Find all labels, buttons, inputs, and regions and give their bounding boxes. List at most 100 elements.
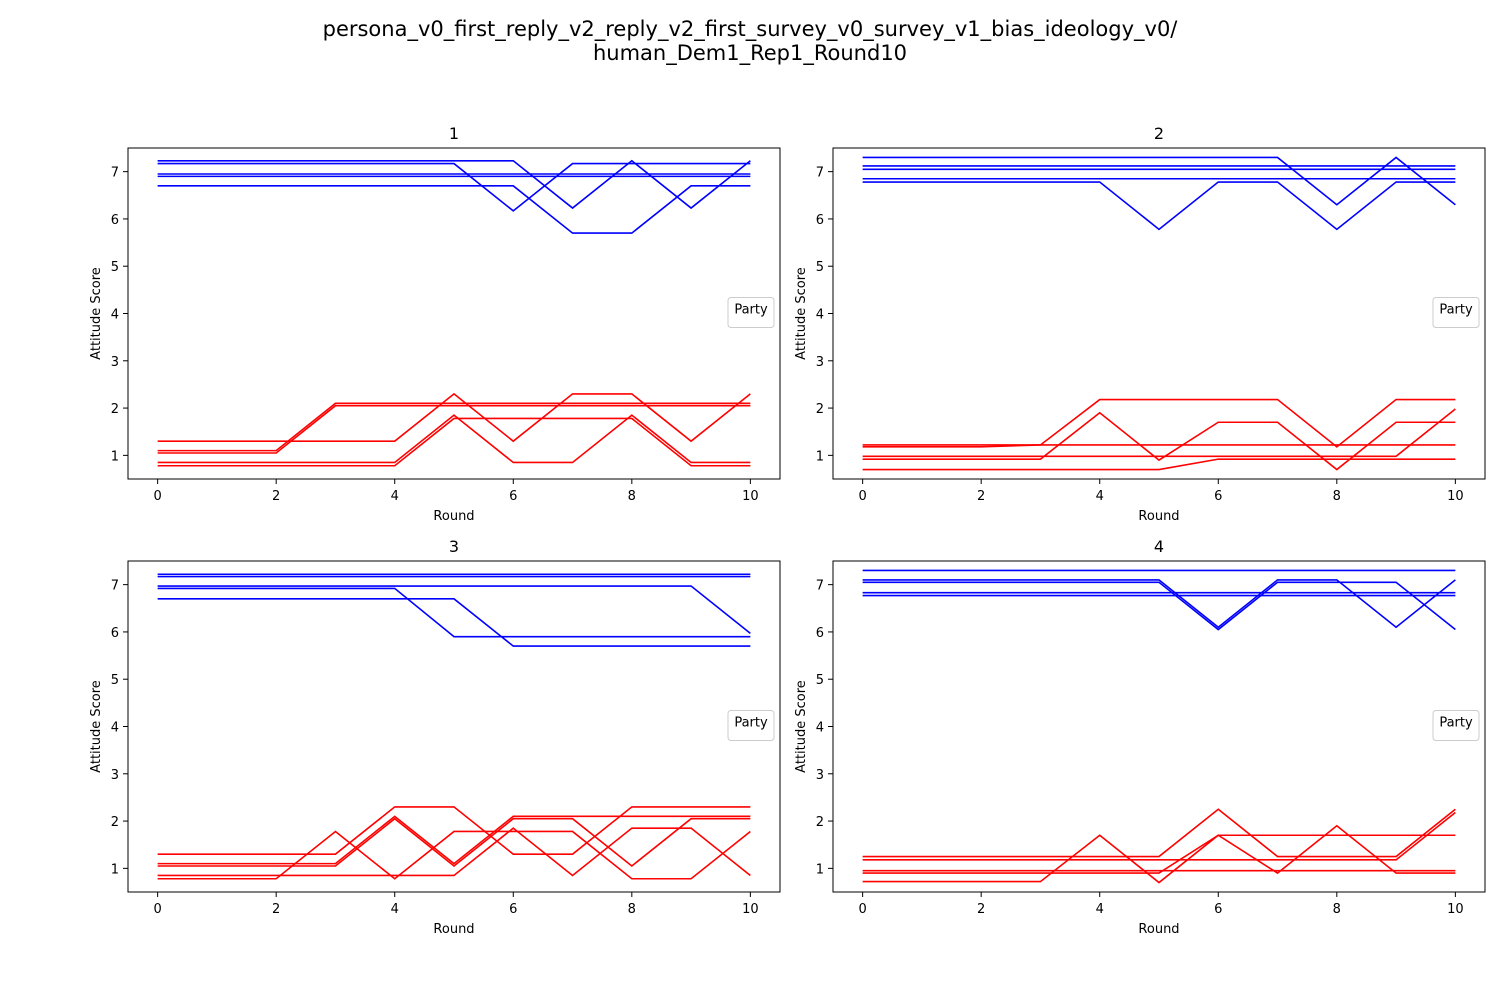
series-line-rep-10: [862, 824, 1456, 884]
x-axis-label: Round: [1138, 922, 1179, 937]
y-tick-label: 6: [111, 626, 119, 641]
x-tick-label: 6: [1214, 902, 1222, 917]
x-axis-label: Round: [433, 922, 474, 937]
subplot-title: 3: [449, 537, 459, 556]
legend: Party: [727, 710, 775, 741]
y-tick-label: 3: [111, 355, 119, 370]
y-tick-label: 3: [111, 768, 119, 783]
legend-title: Party: [734, 303, 768, 318]
x-tick-label: 6: [509, 489, 517, 504]
series-line-rep-6: [862, 398, 1456, 448]
x-tick-label: 2: [272, 489, 280, 504]
y-axis-label: Attitude Score: [89, 680, 104, 773]
legend-title: Party: [1439, 303, 1473, 318]
x-tick-label: 4: [1096, 489, 1104, 504]
y-tick-label: 1: [111, 862, 119, 877]
legend: Party: [1432, 710, 1480, 741]
y-tick-label: 3: [816, 355, 824, 370]
y-tick-label: 6: [111, 213, 119, 228]
x-tick-label: 0: [153, 489, 161, 504]
x-tick-label: 0: [858, 902, 866, 917]
y-tick-label: 3: [816, 768, 824, 783]
x-tick-label: 8: [1333, 902, 1341, 917]
legend-box: [727, 297, 775, 328]
series-line-rep-9: [157, 827, 751, 877]
series-line-dem-5: [157, 185, 751, 234]
y-tick-label: 2: [111, 402, 119, 417]
x-tick-label: 4: [1096, 902, 1104, 917]
subplot-title: 4: [1154, 537, 1164, 556]
plot-area: [833, 148, 1485, 479]
series-line-rep-10: [157, 830, 751, 880]
series-line-dem-3: [862, 581, 1456, 631]
series-line-rep-6: [157, 392, 751, 443]
y-tick-label: 4: [816, 721, 824, 736]
series-line-rep-7: [862, 444, 1456, 448]
series-line-rep-7: [157, 815, 751, 865]
y-tick-label: 1: [816, 449, 824, 464]
y-tick-label: 6: [816, 626, 824, 641]
subplot-title: 2: [1154, 124, 1164, 143]
legend-box: [727, 710, 775, 741]
series-line-rep-7: [862, 811, 1456, 861]
y-tick-label: 1: [111, 449, 119, 464]
series-line-rep-6: [862, 808, 1456, 858]
figure-title-line-2: human_Dem1_Rep1_Round10: [593, 41, 907, 66]
y-tick-label: 1: [816, 862, 824, 877]
series-line-rep-10: [157, 417, 751, 467]
x-tick-label: 6: [1214, 489, 1222, 504]
y-tick-label: 4: [816, 308, 824, 323]
plot-area: [833, 561, 1485, 892]
y-tick-label: 5: [816, 673, 824, 688]
series-line-rep-6: [157, 806, 751, 855]
x-tick-label: 10: [1447, 489, 1464, 504]
y-tick-label: 7: [816, 166, 824, 181]
series-line-dem-2: [157, 162, 751, 212]
y-tick-label: 5: [111, 673, 119, 688]
legend-title: Party: [734, 716, 768, 731]
y-axis-label: Attitude Score: [794, 267, 809, 360]
y-tick-label: 7: [111, 579, 119, 594]
y-tick-label: 5: [816, 260, 824, 275]
series-line-rep-9: [862, 834, 1456, 874]
plot-area: [128, 148, 780, 479]
x-tick-label: 10: [742, 902, 759, 917]
x-tick-label: 8: [1333, 489, 1341, 504]
plot-area: [128, 561, 780, 892]
figure-title-line-1: persona_v0_first_reply_v2_reply_v2_first…: [323, 17, 1179, 42]
x-tick-label: 8: [628, 902, 636, 917]
y-tick-label: 2: [111, 815, 119, 830]
series-line-dem-3: [157, 585, 751, 634]
x-tick-label: 4: [391, 489, 399, 504]
series-line-dem-4: [157, 587, 751, 638]
legend: Party: [727, 297, 775, 328]
x-tick-label: 2: [977, 902, 985, 917]
subplot-title: 1: [449, 124, 459, 143]
x-tick-label: 10: [1447, 902, 1464, 917]
series-line-rep-7: [157, 402, 751, 452]
y-axis-label: Attitude Score: [89, 267, 104, 360]
x-tick-label: 2: [977, 489, 985, 504]
x-tick-label: 0: [153, 902, 161, 917]
y-tick-label: 7: [816, 579, 824, 594]
legend-box: [1432, 297, 1480, 328]
x-tick-label: 2: [272, 902, 280, 917]
series-line-rep-9: [157, 414, 751, 464]
y-tick-label: 2: [816, 402, 824, 417]
x-tick-label: 10: [742, 489, 759, 504]
x-tick-label: 8: [628, 489, 636, 504]
series-line-rep-9: [862, 411, 1456, 471]
series-line-dem-1: [862, 156, 1456, 206]
y-tick-label: 2: [816, 815, 824, 830]
series-line-rep-8: [862, 408, 1456, 458]
y-tick-label: 4: [111, 308, 119, 323]
y-tick-label: 6: [816, 213, 824, 228]
y-axis-label: Attitude Score: [794, 680, 809, 773]
series-line-rep-8: [157, 404, 751, 454]
legend-title: Party: [1439, 716, 1473, 731]
x-tick-label: 0: [858, 489, 866, 504]
series-line-dem-5: [862, 181, 1456, 231]
